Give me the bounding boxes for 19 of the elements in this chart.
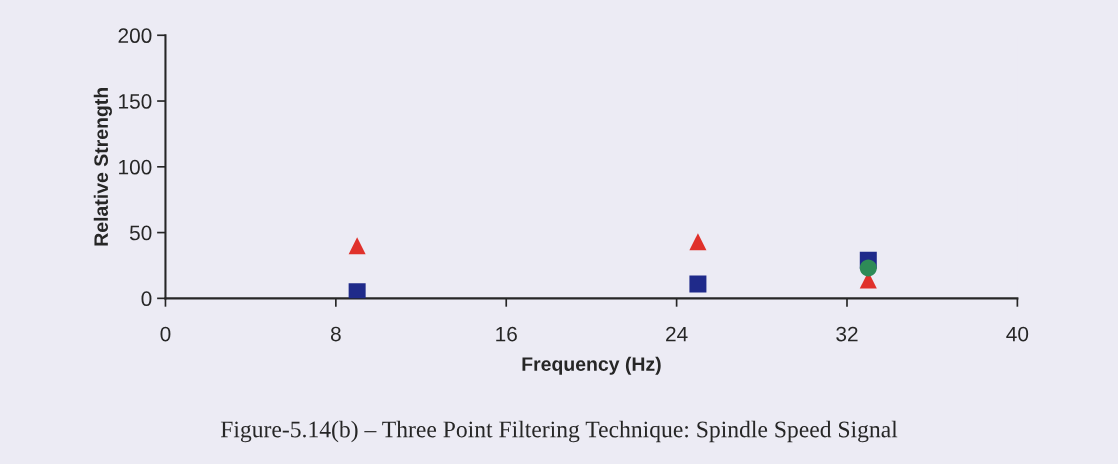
- x-tick-label: 32: [836, 326, 858, 342]
- x-tick-label: 16: [496, 326, 517, 342]
- y-tick-label: 200: [118, 28, 152, 44]
- x-tick-label: 8: [330, 326, 341, 342]
- point: [689, 275, 707, 293]
- y-tick-label: 50: [129, 225, 152, 241]
- point: [348, 283, 366, 299]
- point: [689, 233, 707, 251]
- y-tick-label: 100: [119, 159, 152, 175]
- y-axis-title: Relative Strength: [93, 88, 112, 246]
- point: [348, 237, 366, 255]
- y-tick-label: 0: [141, 291, 152, 307]
- x-tick-label: 0: [160, 326, 171, 342]
- x-axis-title: Frequency (Hz): [522, 356, 661, 375]
- point: [859, 259, 877, 277]
- text: Figure-5.14(b) – Three Point Filtering Technique: Spindle Speed Signal: [220, 420, 898, 443]
- x-tick-label: 40: [1006, 326, 1029, 342]
- y-tick-label: 150: [119, 94, 152, 109]
- x-tick-label: 24: [666, 326, 688, 342]
